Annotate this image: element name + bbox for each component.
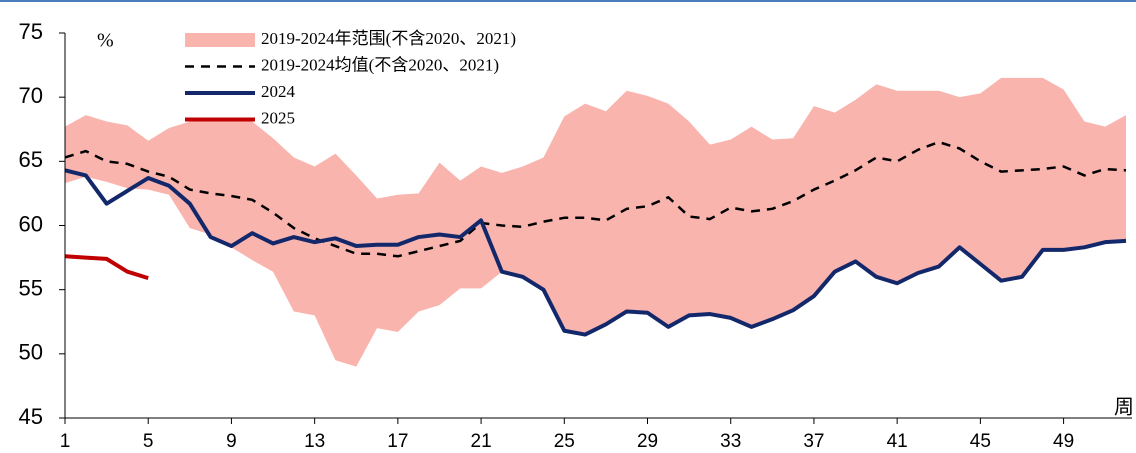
series-line bbox=[64, 254, 149, 281]
legend-label: 2024 bbox=[261, 82, 296, 101]
y-tick-label: 60 bbox=[19, 211, 43, 236]
legend-swatch bbox=[185, 33, 255, 47]
legend-label: 2025 bbox=[261, 108, 295, 127]
x-tick-label: 1 bbox=[60, 431, 71, 452]
y-tick-label: 45 bbox=[19, 404, 43, 429]
x-tick-label: 17 bbox=[387, 431, 408, 452]
x-tick-label: 29 bbox=[637, 431, 658, 452]
x-tick-label: 41 bbox=[887, 431, 908, 452]
y-axis-label: % bbox=[97, 30, 114, 52]
x-tick-label: 25 bbox=[554, 431, 575, 452]
x-tick-label: 37 bbox=[803, 431, 824, 452]
y-tick-label: 70 bbox=[19, 83, 43, 108]
x-tick-label: 21 bbox=[471, 431, 492, 452]
y-tick-label: 55 bbox=[19, 275, 43, 300]
x-tick-label: 13 bbox=[304, 431, 325, 452]
x-tick-label: 45 bbox=[970, 431, 991, 452]
plot-area bbox=[64, 77, 1127, 367]
series-line bbox=[64, 168, 1127, 337]
legend-label: 2019-2024年范围(不含2020、2021) bbox=[261, 29, 516, 48]
x-tick-label: 9 bbox=[226, 431, 237, 452]
mean-line bbox=[64, 140, 1127, 258]
y-tick-label: 50 bbox=[19, 340, 43, 365]
legend-label: 2019-2024均值(不含2020、2021) bbox=[261, 55, 499, 74]
x-tick-label: 49 bbox=[1053, 431, 1074, 452]
x-tick-label: 33 bbox=[720, 431, 741, 452]
y-tick-label: 65 bbox=[19, 147, 43, 172]
x-tick-label: 5 bbox=[143, 431, 154, 452]
y-tick-label: 75 bbox=[19, 19, 43, 44]
x-axis-label: 周 bbox=[1114, 397, 1134, 419]
range-band bbox=[65, 77, 1126, 367]
